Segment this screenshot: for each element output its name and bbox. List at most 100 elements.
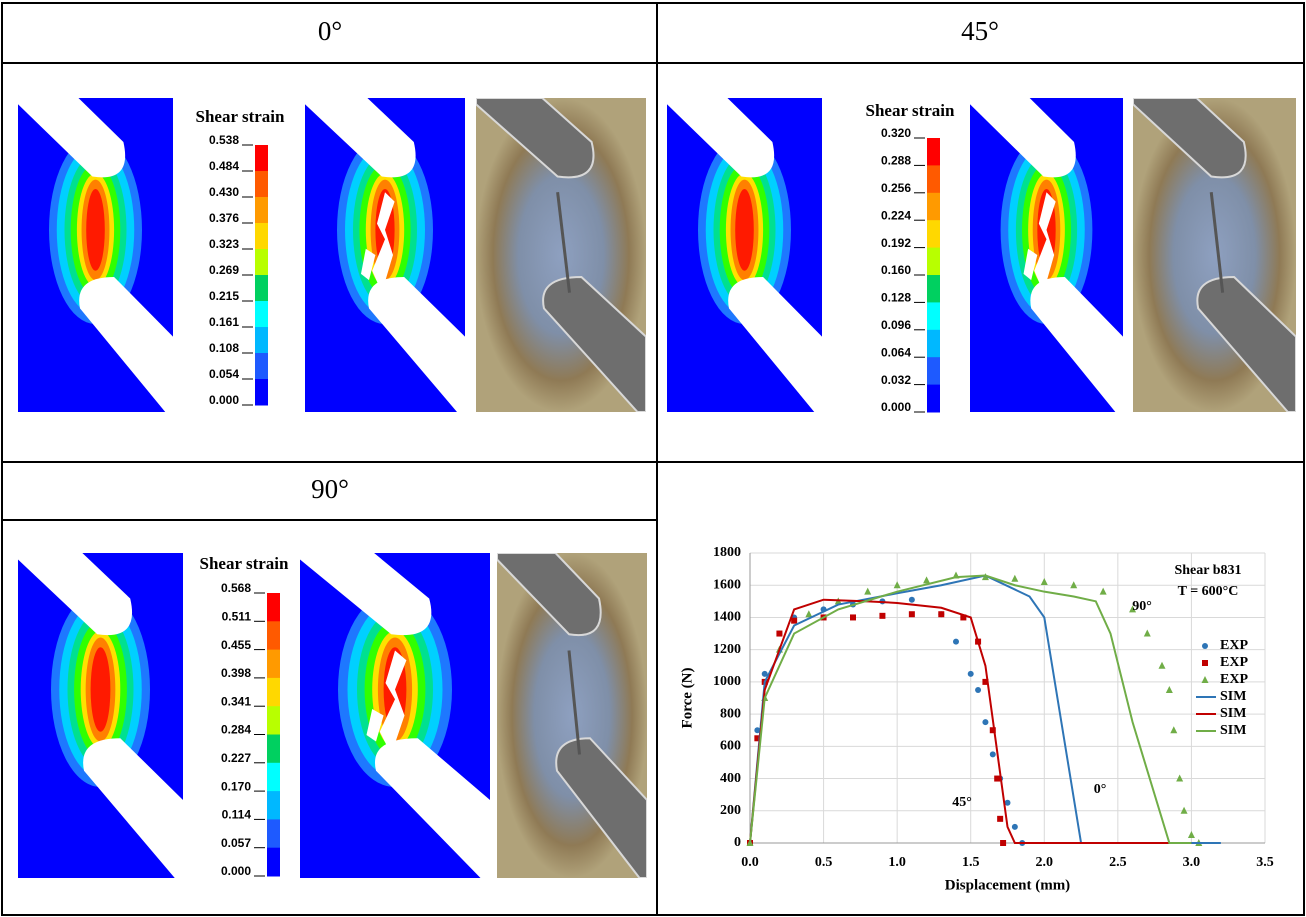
colorbar-tick-label: 0.192 — [881, 236, 911, 250]
x-tick-label: 0.0 — [741, 855, 759, 870]
crack — [1023, 248, 1038, 281]
legend-label: SIM — [1220, 723, 1246, 738]
contour-image — [300, 553, 490, 878]
colorbar-tick-label: 0.284 — [221, 723, 251, 737]
photo-image — [1133, 98, 1296, 412]
contour-image — [667, 98, 822, 412]
legend-label: SIM — [1220, 689, 1246, 704]
colorbar-tick-label: 0.161 — [209, 315, 239, 329]
colorbar-band — [267, 847, 280, 877]
colorbar-band — [927, 384, 940, 413]
colorbar-tick-label: 0.000 — [221, 864, 251, 878]
colorbar-band — [927, 192, 940, 221]
x-tick-label: 2.0 — [1036, 855, 1054, 870]
pin — [1133, 98, 1247, 179]
colorbar-tick-label: 0.323 — [209, 237, 239, 251]
data-point — [776, 630, 783, 637]
colorbar-tick-label: 0.568 — [221, 581, 251, 595]
legend-label: EXP — [1220, 655, 1248, 670]
colorbar-title: Shear strain — [200, 554, 289, 573]
colorbar-band — [927, 165, 940, 194]
y-axis-title: Force (N) — [679, 668, 695, 729]
colorbar-band — [255, 379, 268, 406]
colorbar-tick-label: 0.054 — [209, 367, 239, 381]
data-line — [749, 574, 1221, 844]
pin — [300, 553, 432, 636]
colorbar-tick-label: 0.376 — [209, 211, 239, 225]
data-point — [791, 617, 798, 624]
strain-band — [735, 189, 754, 271]
colorbar-tick-label: 0.114 — [222, 808, 252, 822]
colorbar-band — [255, 301, 268, 328]
data-point — [1158, 661, 1166, 669]
data-point — [1165, 685, 1173, 693]
colorbar-tick-label: 0.455 — [221, 638, 251, 652]
data-point — [1170, 726, 1178, 734]
colorbar-band — [267, 706, 280, 735]
colorbar-tick-label: 0.398 — [221, 666, 251, 680]
colorbar-tick-label: 0.341 — [221, 694, 251, 708]
colorbar-tick-label: 0.288 — [881, 154, 911, 168]
crack — [361, 248, 376, 281]
colorbar-tick-label: 0.538 — [209, 133, 239, 147]
annotation: 0° — [1094, 782, 1107, 797]
colorbar-tick-label: 0.256 — [881, 181, 911, 195]
x-tick-label: 1.5 — [962, 855, 980, 870]
colorbar-band — [255, 249, 268, 276]
data-point — [997, 815, 1004, 822]
colorbar-band — [255, 171, 268, 198]
data-point — [1129, 605, 1137, 613]
data-point — [864, 587, 872, 595]
data-point — [908, 596, 915, 603]
y-tick-label: 1400 — [713, 610, 741, 625]
colorbar-tick-label: 0.064 — [881, 345, 911, 359]
legend-label: EXP — [1220, 672, 1248, 687]
colorbar-band — [927, 138, 940, 166]
colorbar-band — [255, 223, 268, 250]
colorbar-tick-label: 0.227 — [221, 751, 251, 765]
x-tick-label: 1.0 — [888, 855, 906, 870]
x-axis-title: Displacement (mm) — [945, 877, 1070, 893]
pin — [374, 738, 490, 878]
data-point — [908, 611, 915, 618]
pin — [497, 553, 602, 637]
photo-image — [497, 553, 647, 878]
contour-image — [18, 553, 183, 878]
colorbar-tick-label: 0.128 — [881, 291, 911, 305]
data-point — [1176, 774, 1184, 782]
colorbar-band — [267, 791, 280, 820]
colorbar-title: Shear strain — [196, 107, 285, 126]
pin — [728, 276, 822, 412]
data-point — [1180, 806, 1188, 814]
legend-label: SIM — [1220, 706, 1246, 721]
colorbar-band — [255, 275, 268, 302]
x-tick-label: 2.5 — [1109, 855, 1127, 870]
contour-image — [18, 98, 173, 412]
colorbar-band — [267, 734, 280, 764]
data-point — [960, 614, 967, 621]
y-tick-label: 600 — [720, 739, 741, 754]
x-tick-label: 0.5 — [815, 855, 833, 870]
data-point — [893, 581, 901, 589]
pin — [667, 98, 775, 178]
colorbar-band — [255, 197, 268, 224]
x-tick-label: 3.0 — [1183, 855, 1201, 870]
strain-band — [90, 647, 111, 732]
colorbar-tick-label: 0.057 — [221, 836, 251, 850]
colorbar-band — [267, 677, 280, 707]
data-point — [982, 678, 989, 685]
contour-image — [970, 98, 1123, 412]
crack — [1034, 192, 1056, 293]
strain-band — [86, 189, 105, 271]
colorbar-tick-label: 0.108 — [209, 341, 239, 355]
pin — [18, 553, 133, 636]
data-point — [975, 686, 982, 693]
data-point — [994, 775, 1001, 782]
colorbar-band — [267, 819, 280, 849]
data-point — [1004, 799, 1011, 806]
colorbar-tick-label: 0.170 — [221, 779, 251, 793]
data-line — [749, 574, 1192, 844]
colorbar-tick-label: 0.160 — [881, 263, 911, 277]
data-point — [1040, 578, 1048, 585]
